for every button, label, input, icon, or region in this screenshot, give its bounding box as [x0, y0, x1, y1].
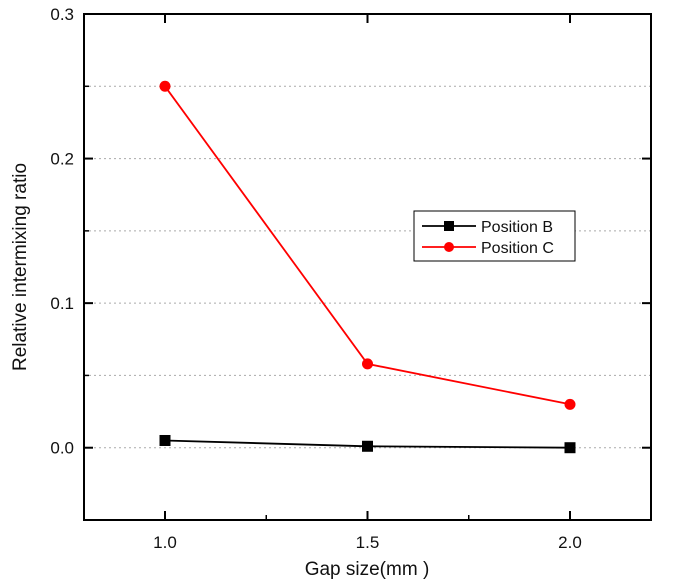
legend-marker [444, 242, 454, 252]
legend: Position B Position C [413, 210, 576, 262]
series-position-b [159, 434, 576, 454]
legend-label: Position B [481, 219, 553, 236]
x-tick-label: 2.0 [558, 533, 582, 552]
legend-item: Position C [422, 240, 554, 257]
series-layer [159, 80, 576, 454]
data-point [564, 398, 576, 410]
data-point [362, 440, 373, 452]
data-point [159, 434, 171, 446]
y-axis-ticks: 0.0 0.1 0.2 0.3 [50, 5, 651, 521]
legend-marker [444, 221, 454, 231]
x-axis-label: Gap size(mm ) [305, 559, 430, 580]
y-tick-label: 0.0 [50, 439, 74, 458]
legend-box [413, 210, 576, 262]
legend-label: Position C [481, 240, 554, 257]
data-point [159, 80, 171, 92]
y-tick-label: 0.1 [50, 294, 74, 313]
legend-item: Position B [422, 219, 553, 236]
y-axis-label: Relative intermixing ratio [10, 163, 31, 371]
y-tick-label: 0.3 [50, 5, 74, 24]
series-position-c [159, 80, 576, 410]
y-tick-label: 0.2 [50, 150, 74, 169]
x-tick-label: 1.0 [153, 533, 177, 552]
data-point [362, 358, 373, 370]
x-tick-label: 1.5 [356, 533, 380, 552]
x-axis-ticks: 1.0 1.5 2.0 [153, 14, 582, 552]
data-point [564, 442, 576, 454]
